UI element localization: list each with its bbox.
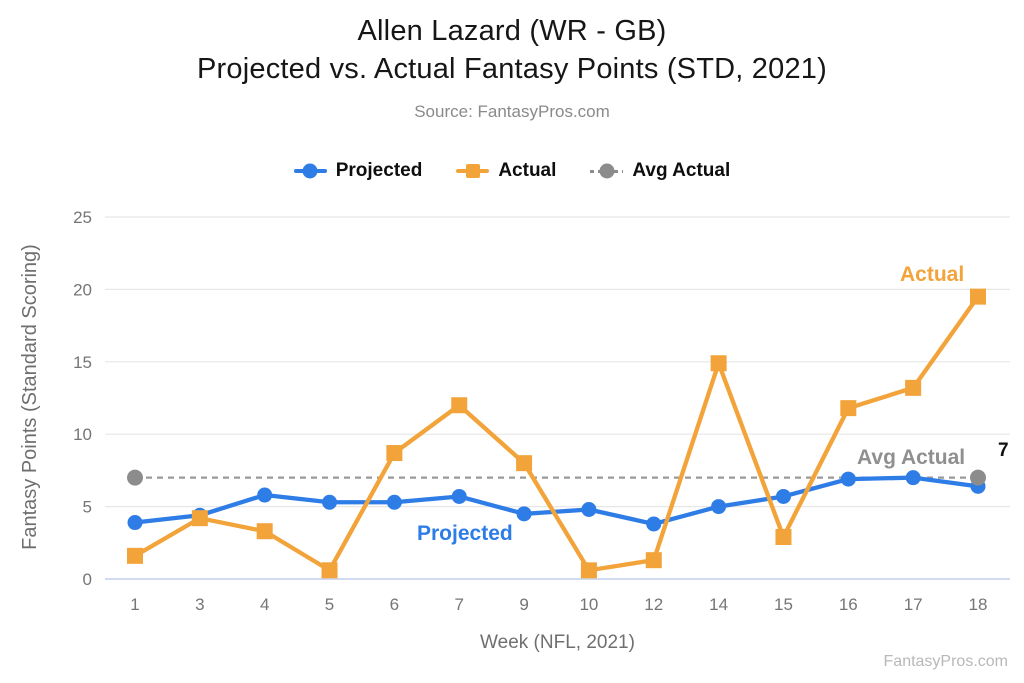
svg-text:5: 5	[325, 595, 334, 614]
actual-series-label: Actual	[900, 263, 965, 286]
legend-label-actual: Actual	[498, 160, 557, 181]
legend: Projected Actual Avg Actual	[0, 160, 1024, 182]
page-title-line1: Allen Lazard (WR - GB)	[357, 15, 667, 47]
actual-marker-icon	[456, 163, 490, 180]
svg-text:0: 0	[83, 570, 92, 589]
page-title-line2: Projected vs. Actual Fantasy Points (STD…	[197, 53, 827, 85]
avg-actual-marker-icon	[590, 163, 624, 180]
svg-text:10: 10	[579, 595, 598, 614]
avg-actual-series-label: Avg Actual	[857, 446, 966, 469]
svg-text:9: 9	[519, 595, 528, 614]
svg-text:7: 7	[454, 595, 463, 614]
svg-text:1: 1	[130, 595, 139, 614]
legend-label-projected: Projected	[335, 160, 423, 181]
svg-text:12: 12	[644, 595, 663, 614]
svg-text:5: 5	[83, 498, 92, 517]
svg-text:18: 18	[969, 595, 988, 614]
svg-text:14: 14	[709, 595, 728, 614]
svg-text:25: 25	[73, 208, 92, 227]
legend-item-actual[interactable]: Actual	[456, 160, 556, 182]
y-axis-title: Fantasy Points (Standard Scoring)	[19, 244, 41, 550]
svg-text:15: 15	[73, 353, 92, 372]
legend-item-projected[interactable]: Projected	[293, 160, 423, 182]
x-axis-title: Week (NFL, 2021)	[480, 632, 635, 653]
avg-actual-value-label: 7	[998, 440, 1009, 461]
footer-brand: FantasyPros.com	[883, 653, 1008, 670]
svg-text:3: 3	[195, 595, 204, 614]
legend-item-avg-actual[interactable]: Avg Actual	[590, 160, 730, 182]
svg-text:15: 15	[774, 595, 793, 614]
svg-text:4: 4	[260, 595, 269, 614]
projected-series-label: Projected	[417, 522, 513, 545]
svg-text:20: 20	[73, 280, 92, 299]
svg-text:6: 6	[390, 595, 399, 614]
projected-marker-icon	[293, 163, 327, 180]
source-text: Source: FantasyPros.com	[414, 102, 610, 121]
svg-text:16: 16	[839, 595, 858, 614]
svg-text:10: 10	[73, 425, 92, 444]
svg-text:17: 17	[904, 595, 923, 614]
legend-label-avg-actual: Avg Actual	[632, 160, 731, 181]
